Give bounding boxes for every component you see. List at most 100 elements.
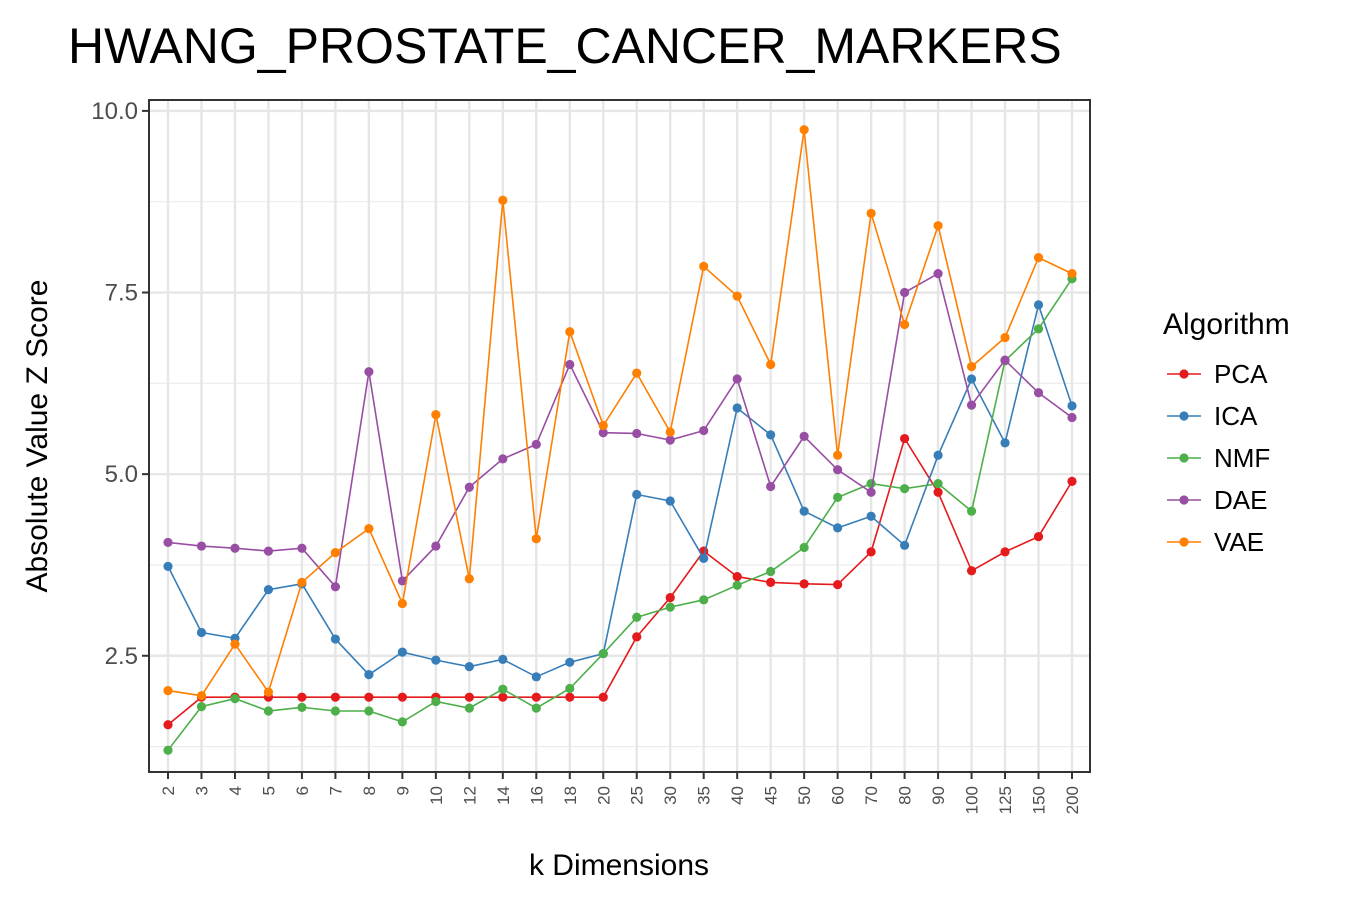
data-point-vae	[263, 687, 274, 697]
data-point-pca	[464, 692, 474, 702]
data-point-ica	[196, 627, 207, 638]
data-point-pca	[330, 692, 341, 702]
data-point-ica	[263, 585, 274, 595]
data-point-vae	[1067, 269, 1077, 279]
data-point-pca	[732, 571, 742, 582]
data-point-nmf	[933, 478, 943, 489]
data-point-ica	[665, 496, 675, 506]
legend-label: DAE	[1214, 485, 1267, 515]
x-tick-label: 80	[896, 786, 915, 805]
data-point-dae	[598, 428, 608, 438]
data-point-dae	[297, 543, 307, 553]
data-point-nmf	[799, 542, 809, 553]
x-tick-label: 10	[427, 786, 446, 805]
legend-item-dae: DAE	[1167, 485, 1267, 515]
data-point-vae	[531, 534, 541, 544]
legend-label: PCA	[1214, 359, 1268, 389]
data-point-nmf	[1033, 324, 1044, 334]
data-point-vae	[163, 686, 173, 696]
axes: 2.55.07.510.02 3 4 5 6 7 8 9 10 12 14 16 18 20 25 30 35 4…	[91, 98, 1082, 814]
data-point-dae	[632, 428, 642, 439]
legend-title: Algorithm	[1163, 308, 1290, 341]
data-point-vae	[699, 261, 709, 271]
legend-item-nmf: NMF	[1167, 443, 1270, 473]
data-point-vae	[632, 368, 642, 378]
data-point-vae	[732, 291, 742, 301]
data-point-dae	[1000, 355, 1010, 365]
x-tick-label: 4	[226, 786, 245, 795]
data-point-ica	[866, 511, 876, 521]
x-tick-label: 3	[192, 786, 211, 795]
plot-panel-border	[148, 99, 1091, 773]
data-point-dae	[899, 287, 910, 298]
y-tick-label: 7.5	[105, 280, 138, 307]
legend-item-pca: PCA	[1167, 359, 1268, 389]
legend-key-point	[1179, 495, 1189, 505]
data-point-vae	[899, 319, 910, 330]
x-axis-title: k Dimensions	[529, 849, 709, 882]
data-point-pca	[1033, 532, 1044, 542]
x-tick-label: 40	[728, 786, 747, 805]
series-line-ica	[167, 301, 1073, 678]
data-point-ica	[799, 506, 809, 516]
data-point-pca	[766, 577, 776, 587]
data-point-nmf	[833, 492, 843, 502]
legend-item-vae: VAE	[1167, 527, 1264, 557]
legend-label: VAE	[1214, 527, 1264, 557]
data-point-ica	[163, 561, 173, 572]
data-point-dae	[1033, 388, 1044, 398]
x-tick-label: 100	[963, 786, 982, 814]
data-point-ica	[364, 670, 374, 680]
x-tick-label: 70	[862, 786, 881, 805]
data-point-ica	[431, 655, 441, 665]
data-point-dae	[866, 487, 876, 497]
data-point-nmf	[565, 683, 575, 694]
data-point-vae	[196, 691, 207, 701]
data-point-nmf	[665, 602, 675, 612]
legend-label: NMF	[1214, 443, 1270, 473]
data-point-vae	[565, 327, 575, 337]
data-point-ica	[899, 540, 910, 550]
data-point-pca	[163, 720, 173, 730]
data-point-nmf	[263, 706, 274, 716]
data-point-nmf	[297, 702, 307, 712]
data-point-dae	[665, 435, 675, 445]
data-point-dae	[431, 541, 441, 551]
data-point-pca	[799, 579, 809, 589]
data-point-vae	[464, 574, 474, 584]
data-point-dae	[397, 576, 407, 586]
x-tick-label: 2	[159, 786, 178, 795]
data-point-dae	[799, 431, 809, 441]
series-nmf	[163, 274, 1077, 755]
series-vae	[163, 125, 1077, 701]
data-point-vae	[598, 420, 608, 431]
data-point-vae	[1000, 332, 1010, 343]
data-point-dae	[766, 481, 776, 492]
legend-key-point	[1179, 453, 1189, 463]
y-axis-title: Absolute Value Z Score	[21, 280, 54, 593]
x-tick-label: 9	[393, 786, 412, 795]
x-tick-label: 6	[293, 786, 312, 795]
data-point-pca	[933, 487, 943, 497]
data-point-pca	[598, 692, 608, 702]
data-point-vae	[833, 450, 843, 460]
data-point-pca	[966, 566, 977, 576]
data-point-ica	[966, 374, 977, 384]
data-point-nmf	[364, 706, 374, 716]
data-point-ica	[397, 647, 407, 657]
x-tick-label: 60	[829, 786, 848, 805]
data-point-ica	[732, 403, 742, 413]
legend-item-ica: ICA	[1167, 401, 1258, 431]
data-point-dae	[263, 546, 274, 556]
x-tick-label: 7	[326, 786, 345, 795]
x-tick-label: 200	[1063, 786, 1082, 814]
data-point-vae	[297, 577, 307, 587]
data-point-nmf	[732, 580, 742, 590]
series-line-vae	[167, 129, 1073, 697]
data-point-ica	[833, 523, 843, 533]
x-tick-label: 45	[762, 786, 781, 805]
data-point-ica	[498, 654, 508, 664]
data-point-dae	[732, 374, 742, 384]
x-tick-label: 125	[996, 786, 1015, 814]
data-point-dae	[464, 482, 474, 492]
